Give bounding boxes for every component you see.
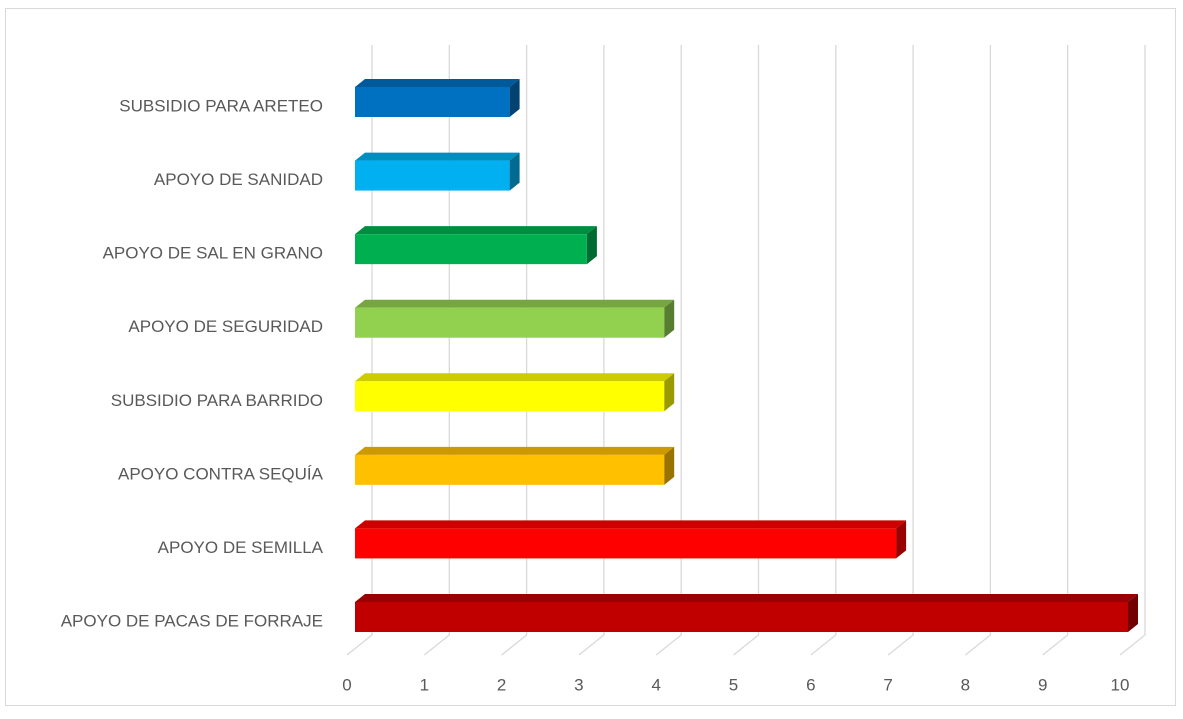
x-tick-label: 1: [420, 675, 429, 694]
bar-top: [355, 79, 520, 87]
bar: [355, 381, 665, 412]
bar-side: [664, 299, 675, 338]
chart-frame: [5, 8, 1176, 706]
x-tick-label: 5: [729, 675, 738, 694]
y-tick-label: APOYO CONTRA SEQUÍA: [118, 464, 324, 483]
x-tick-label: 10: [1111, 675, 1130, 694]
y-tick-label: APOYO DE SANIDAD: [154, 170, 323, 189]
bar-side: [509, 79, 520, 117]
x-tick-label: 4: [651, 675, 660, 694]
bar: [355, 454, 665, 485]
x-tick-label: 2: [497, 675, 506, 694]
bar: [355, 307, 665, 338]
bar-side: [1128, 594, 1138, 632]
x-tick-label: 9: [1038, 675, 1047, 694]
x-tick-label: 6: [806, 675, 815, 694]
bar: [355, 602, 1128, 632]
x-tick-label: 0: [342, 675, 351, 694]
grid-line: [733, 45, 760, 656]
bar-top: [355, 373, 675, 382]
grid-line: [887, 45, 914, 656]
y-tick-label: APOYO DE SEMILLA: [158, 538, 324, 557]
bar-side: [664, 446, 675, 485]
grid-line: [1042, 45, 1069, 656]
bar-top: [355, 299, 675, 308]
grid-line: [578, 45, 605, 656]
x-tick-label: 8: [961, 675, 970, 694]
y-tick-label: APOYO DE SEGURIDAD: [128, 317, 323, 336]
y-tick-label: SUBSIDIO PARA BARRIDO: [111, 391, 323, 410]
bar-top: [355, 226, 597, 235]
y-tick-label: SUBSIDIO PARA ARETEO: [119, 96, 323, 115]
bar: [355, 87, 510, 117]
bar: [355, 528, 897, 559]
bar: [355, 234, 587, 265]
bar-top: [355, 152, 520, 161]
x-tick-label: 7: [883, 675, 892, 694]
y-tick-label: APOYO DE SAL EN GRANO: [103, 244, 323, 263]
bar-top: [355, 594, 1138, 602]
y-tick-label: APOYO DE PACAS DE FORRAJE: [61, 611, 323, 630]
grid-line: [964, 45, 992, 656]
bar-side: [896, 520, 907, 559]
x-tick-label: 3: [574, 675, 583, 694]
grid-line: [810, 45, 837, 656]
grid-line: [655, 45, 682, 656]
bar-side: [586, 226, 597, 265]
bar-side: [664, 373, 675, 412]
bar-side: [509, 152, 520, 191]
bar-top: [355, 520, 907, 529]
bar-top: [355, 446, 675, 455]
grid-line: [1119, 45, 1146, 656]
bar: [355, 160, 510, 191]
